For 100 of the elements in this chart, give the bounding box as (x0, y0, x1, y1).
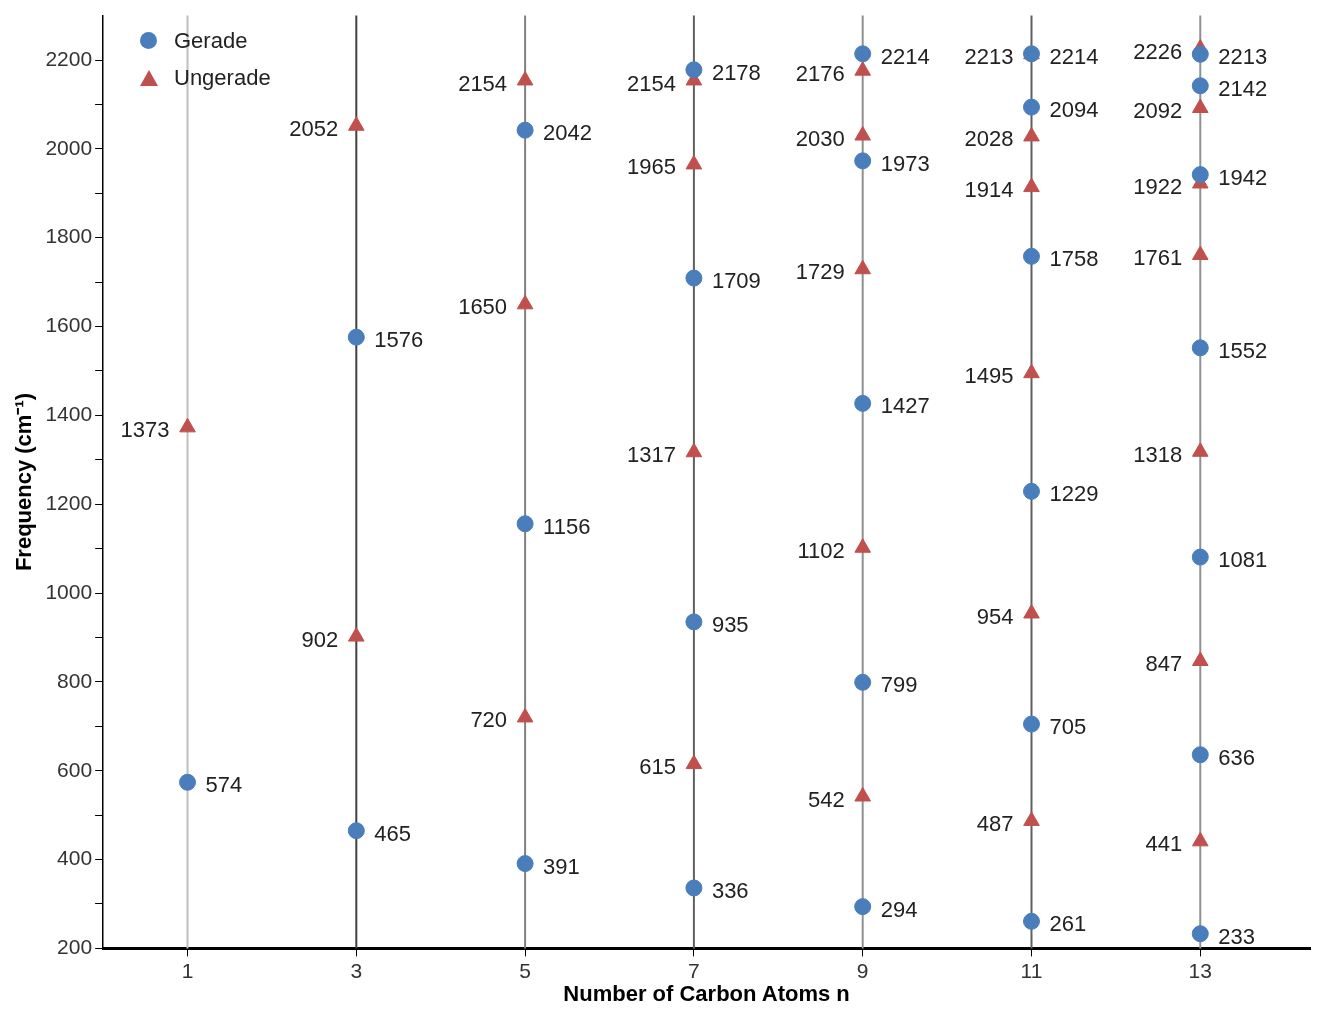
data-label: 261 (1049, 911, 1087, 937)
data-label: 1427 (880, 393, 930, 419)
data-label: 2213 (964, 44, 1014, 70)
x-tick-label: 13 (1188, 958, 1212, 982)
point (1191, 442, 1209, 457)
point (685, 613, 703, 631)
point (854, 152, 872, 170)
data-label: 1318 (1133, 441, 1183, 467)
y-tick-label: 1400 (45, 402, 93, 426)
point (1023, 811, 1040, 826)
point (854, 673, 872, 691)
point (516, 294, 534, 310)
y-tick-label: 200 (57, 935, 93, 959)
point (516, 121, 534, 139)
point (1022, 715, 1040, 733)
point (347, 822, 365, 840)
point (1191, 925, 1209, 943)
data-label: 615 (639, 754, 676, 780)
data-label: 1650 (458, 294, 508, 320)
point (1191, 339, 1209, 357)
x-tick-label: 5 (519, 958, 531, 982)
x-tick-label: 9 (856, 958, 869, 982)
data-label: 2094 (1049, 97, 1099, 123)
point (685, 754, 703, 770)
data-label: 2042 (543, 120, 593, 146)
point (1191, 548, 1209, 566)
point (516, 707, 534, 723)
data-label: 542 (807, 786, 845, 812)
y-tick-label: 2000 (45, 135, 93, 159)
data-label: 1576 (374, 327, 424, 353)
data-label: 487 (976, 810, 1014, 836)
x-tick-label: 1 (181, 958, 194, 982)
y-tick-label: 400 (57, 846, 93, 870)
x-tick-label: 11 (1020, 958, 1043, 982)
data-label: 465 (374, 820, 412, 846)
point (1022, 98, 1040, 116)
x-tick-label: 3 (350, 958, 363, 982)
point (347, 328, 365, 346)
data-label: 2214 (880, 43, 930, 69)
data-label: 441 (1145, 831, 1183, 857)
data-label: 954 (976, 603, 1014, 629)
data-label: 1102 (797, 537, 845, 563)
point (1191, 746, 1209, 764)
data-label: 1552 (1218, 337, 1268, 363)
data-label: 2028 (964, 126, 1014, 152)
point (854, 126, 871, 141)
x-axis-title: Number of Carbon Atoms n (563, 980, 850, 1006)
x-tick-label: 7 (688, 958, 700, 982)
data-label: 1229 (1049, 481, 1099, 507)
data-label: 1761 (1133, 245, 1183, 271)
data-label: 2052 (289, 115, 339, 141)
y-tick-label: 600 (57, 757, 93, 781)
data-label: 2030 (795, 125, 845, 151)
data-label: 2178 (711, 59, 761, 85)
point (1022, 247, 1040, 265)
point (685, 269, 703, 287)
point (1022, 482, 1040, 500)
data-label: 2176 (795, 60, 845, 86)
point (854, 259, 871, 275)
point (854, 786, 871, 802)
point (516, 855, 534, 873)
data-label: 1942 (1218, 164, 1268, 190)
point (685, 61, 703, 79)
point (685, 879, 703, 897)
point (516, 515, 534, 533)
y-tick-label: 2200 (45, 46, 93, 70)
point (1191, 166, 1209, 184)
point (1191, 77, 1209, 95)
point (516, 70, 534, 86)
data-label: 799 (880, 672, 918, 698)
data-label: 705 (1049, 714, 1087, 740)
point (854, 394, 872, 412)
legend-label: Ungerade (174, 64, 271, 91)
y-tick-label: 800 (57, 668, 93, 692)
point (1022, 912, 1040, 930)
data-label: 2214 (1049, 43, 1099, 69)
y-axis-title: Frequency (cm⁻¹) (11, 392, 37, 572)
data-label: 1495 (964, 363, 1014, 389)
point (1023, 177, 1040, 193)
data-label: 1922 (1133, 173, 1183, 199)
data-label: 1758 (1049, 246, 1099, 272)
data-label: 233 (1218, 923, 1255, 949)
data-label: 574 (205, 772, 243, 798)
data-label: 294 (880, 896, 918, 922)
data-label: 636 (1218, 744, 1255, 770)
data-label: 391 (543, 853, 580, 879)
data-label: 2092 (1133, 98, 1183, 124)
y-tick-label: 1200 (45, 491, 93, 515)
point (348, 627, 365, 642)
point (854, 61, 871, 76)
data-label: 2154 (458, 70, 508, 96)
legend-label: Gerade (174, 27, 248, 54)
point (179, 773, 197, 791)
point (854, 538, 871, 553)
data-label: 2142 (1218, 75, 1268, 101)
point (179, 417, 196, 433)
point (1191, 831, 1209, 847)
data-label: 1965 (626, 154, 676, 180)
y-tick-label: 1000 (45, 579, 93, 603)
data-label: 1914 (964, 177, 1014, 203)
